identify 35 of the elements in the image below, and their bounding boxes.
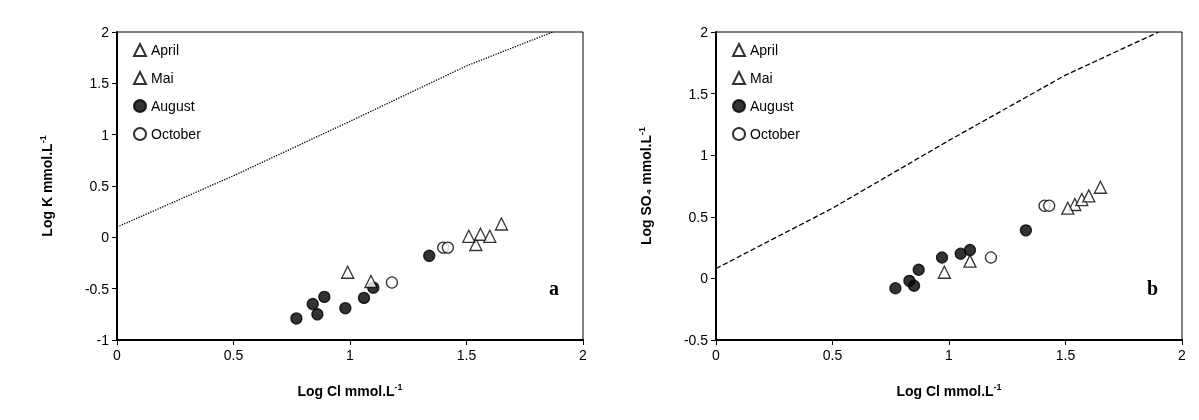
legend-label: April <box>750 42 779 58</box>
legend-label: Mai <box>151 70 174 86</box>
legend-label: April <box>151 42 180 58</box>
y-tick-label: -0.5 <box>683 332 709 348</box>
y-tick-label: 0 <box>101 229 110 246</box>
y-tick-label: 0.5 <box>688 208 709 225</box>
x-tick-label: 2 <box>1178 347 1187 363</box>
x-tick-label: 1 <box>346 347 355 363</box>
y-tick-label: -0.5 <box>84 280 110 297</box>
x-tick-label: 1.5 <box>456 347 477 363</box>
y-tick-label: 1.5 <box>89 75 110 92</box>
x-tick-label: 1 <box>945 347 954 363</box>
legend-label: October <box>151 126 202 142</box>
y-tick-label: 1 <box>700 147 709 164</box>
x-tick-label: 2 <box>579 347 588 363</box>
y-tick-label: 1 <box>101 126 110 143</box>
y-tick-label: 2 <box>700 24 709 40</box>
legend-label: August <box>750 98 794 114</box>
x-tick-label: 0 <box>113 347 122 363</box>
x-tick-label: 1.5 <box>1055 347 1076 363</box>
y-tick-label: 1.5 <box>688 85 709 102</box>
y-tick-label: 0 <box>700 270 709 287</box>
x-tick-label: 0 <box>712 347 721 363</box>
x-tick-label: 0.5 <box>223 347 244 363</box>
y-axis-title: Log SO₄ mmol.L-1 <box>636 126 654 246</box>
legend-label: August <box>151 98 195 114</box>
y-axis-title: Log K mmol.L-1 <box>37 135 55 237</box>
y-tick-label: -1 <box>96 332 110 348</box>
legend-label: October <box>750 126 801 142</box>
annotation: b <box>1146 277 1158 299</box>
legend-label: Mai <box>750 70 773 86</box>
annotation: a <box>549 277 559 299</box>
y-tick-label: 0.5 <box>89 178 110 194</box>
x-tick-label: 0.5 <box>822 347 843 363</box>
y-tick-label: 2 <box>101 24 110 40</box>
